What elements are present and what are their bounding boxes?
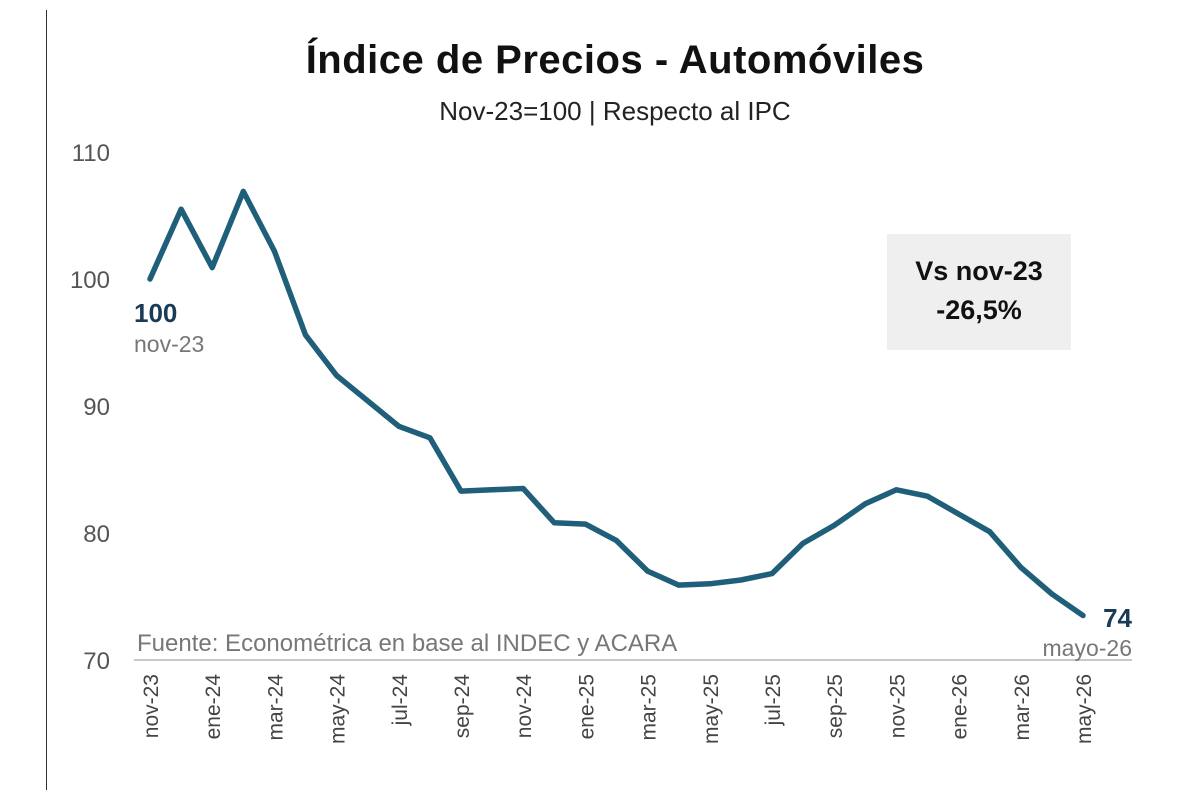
- x-tick-label: may-26: [1073, 674, 1096, 744]
- x-axis-ticks: nov-23 ene-24 mar-24 may-24 jul-24 sep-24 nov-…: [140, 674, 1096, 744]
- y-axis-ticks: 70 80 90 100 110: [70, 140, 110, 675]
- callout-change-value: -26,5%: [936, 295, 1022, 325]
- data-point: [271, 248, 277, 254]
- x-tick-label: jul-25: [762, 674, 785, 726]
- callout-box: Vs nov-23 -26,5%: [887, 234, 1071, 350]
- data-point: [178, 206, 184, 212]
- x-tick-label: jul-24: [389, 674, 412, 727]
- data-point: [707, 581, 713, 587]
- data-point: [365, 398, 371, 404]
- data-point: [738, 577, 744, 583]
- data-point: [240, 188, 246, 194]
- data-point: [800, 540, 806, 546]
- series-points: [147, 188, 1086, 618]
- source-note: Fuente: Econométrica en base al INDEC y …: [137, 630, 677, 657]
- data-point: [1049, 591, 1055, 597]
- data-point: [520, 486, 526, 491]
- data-point: [551, 520, 557, 526]
- x-tick-label: ene-26: [949, 674, 972, 739]
- data-point: [645, 568, 651, 574]
- start-value-label: 100: [134, 298, 177, 328]
- x-tick-label: mar-26: [1011, 674, 1034, 741]
- data-point: [956, 511, 962, 517]
- y-tick-label: 110: [72, 140, 110, 167]
- x-tick-label: ene-25: [575, 674, 598, 739]
- data-point: [458, 488, 464, 494]
- end-value-label: 74: [1103, 603, 1132, 633]
- chart-subtitle: Nov-23=100 | Respecto al IPC: [439, 96, 791, 126]
- data-point: [925, 493, 930, 499]
- end-date-label: mayo-26: [1043, 635, 1132, 661]
- y-tick-label: 70: [83, 648, 110, 675]
- x-tick-label: mar-25: [638, 674, 661, 741]
- data-point: [396, 423, 402, 429]
- x-tick-label: ene-24: [202, 674, 225, 740]
- data-point: [334, 373, 340, 378]
- x-tick-label: nov-23: [140, 674, 163, 738]
- data-point: [147, 276, 153, 282]
- chart-title: Índice de Precios - Automóviles: [305, 38, 925, 82]
- x-tick-label: may-24: [327, 674, 350, 744]
- data-point: [1080, 613, 1086, 618]
- data-point: [582, 521, 588, 527]
- data-point: [489, 487, 495, 493]
- data-point: [862, 501, 868, 507]
- y-tick-label: 90: [83, 394, 110, 421]
- data-point: [831, 522, 837, 528]
- data-point: [303, 332, 308, 338]
- x-tick-label: sep-25: [824, 674, 847, 738]
- data-point: [987, 529, 993, 535]
- data-point: [1018, 564, 1024, 570]
- callout-comparison-label: Vs nov-23: [915, 256, 1043, 286]
- y-tick-label: 80: [83, 521, 110, 548]
- x-tick-label: mar-24: [264, 674, 287, 741]
- data-point: [676, 582, 682, 588]
- y-tick-label: 100: [70, 267, 110, 294]
- data-point: [893, 487, 899, 493]
- x-tick-label: may-25: [700, 674, 723, 744]
- data-point: [427, 435, 433, 441]
- left-border-rule: [46, 10, 47, 790]
- x-tick-label: nov-25: [886, 674, 909, 738]
- start-date-label: nov-23: [134, 331, 204, 357]
- x-tick-label: sep-24: [451, 674, 474, 739]
- x-tick-label: nov-24: [513, 674, 536, 739]
- data-point: [209, 265, 215, 271]
- data-point: [614, 538, 619, 544]
- data-point: [769, 571, 775, 577]
